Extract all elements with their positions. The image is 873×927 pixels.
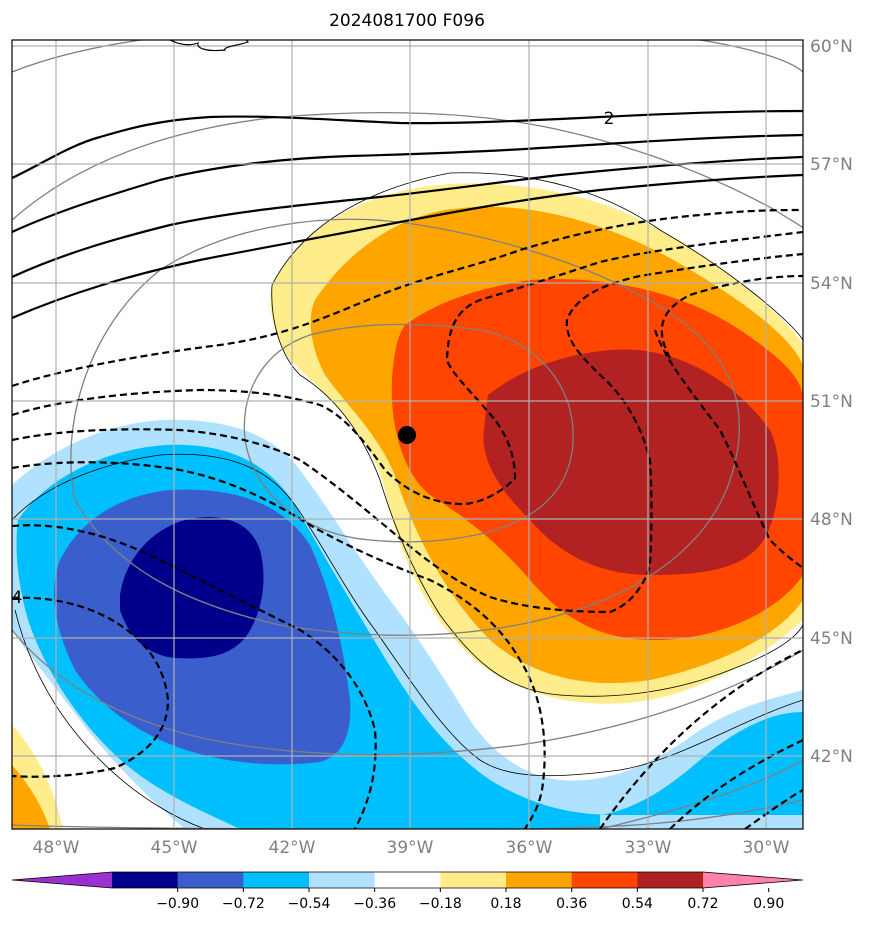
anomaly-boundary-contours: [12, 172, 803, 829]
colorbar-outline: [11, 871, 804, 889]
lat-label: 60°N: [810, 37, 853, 57]
colorbar-swatch: [177, 872, 244, 888]
location-marker: [398, 426, 416, 444]
colorbar-extend-high: [703, 872, 803, 888]
solid-black-contours: [12, 109, 803, 320]
lat-label: 57°N: [810, 155, 853, 175]
map-plot-area: 2 4: [12, 40, 803, 829]
coastline-fragment: [169, 40, 250, 52]
colorbar-swatch: [112, 872, 179, 888]
lat-label: 54°N: [810, 274, 853, 294]
colorbar-tick-label: −0.90: [156, 896, 199, 912]
lat-lon-gridlines: [12, 40, 803, 829]
anomaly-neg-0-72-to-0-90: [120, 517, 264, 659]
colorbar: −0.90 −0.72 −0.54 −0.36 −0.18 0.18 0.36 0.54 0.7…: [11, 871, 804, 912]
lat-label: 51°N: [810, 392, 853, 412]
colorbar-tick-label: −0.18: [419, 896, 462, 912]
lat-label: 42°N: [810, 747, 853, 767]
anomaly-corner-patch-inner: [12, 765, 50, 829]
colorbar-tick-label: 0.54: [622, 896, 653, 912]
colorbar-swatch: [309, 872, 376, 888]
lon-label: 36°W: [506, 838, 553, 858]
colorbar-tick-label: 0.18: [490, 896, 521, 912]
colorbar-tick-label: −0.72: [222, 896, 265, 912]
lon-label: 45°W: [151, 838, 198, 858]
colorbar-swatch: [243, 872, 310, 888]
colorbar-swatch: [506, 872, 573, 888]
colorbar-extend-low: [12, 872, 112, 888]
lon-label: 42°W: [269, 838, 316, 858]
lat-label: 45°N: [810, 629, 853, 649]
colorbar-swatch: [571, 872, 638, 888]
lon-label: 33°W: [625, 838, 672, 858]
map-title: 2024081700 F096: [329, 11, 485, 31]
colorbar-tick-label: 0.90: [753, 896, 784, 912]
map-frame: [11, 39, 804, 830]
colorbar-swatch: [637, 872, 704, 888]
lon-label: 39°W: [387, 838, 434, 858]
colorbar-tick-label: 0.36: [556, 896, 587, 912]
lon-label: 30°W: [743, 838, 790, 858]
colorbar-swatch: [374, 872, 441, 888]
longitude-labels: 48°W 45°W 42°W 39°W 36°W 33°W 30°W: [33, 838, 790, 858]
colorbar-tick-label: 0.72: [687, 896, 718, 912]
negative-anomaly-shading: [12, 419, 803, 829]
colorbar-tick-label: −0.36: [353, 896, 396, 912]
colorbar-tick-label: −0.54: [288, 896, 331, 912]
lat-label: 48°N: [810, 510, 853, 530]
lon-label: 48°W: [33, 838, 80, 858]
contour-label-upper: 2: [604, 109, 615, 129]
contour-label-left: 4: [12, 588, 23, 608]
latitude-labels: 60°N 57°N 54°N 51°N 48°N 45°N 42°N: [810, 37, 853, 767]
colorbar-swatch: [440, 872, 507, 888]
